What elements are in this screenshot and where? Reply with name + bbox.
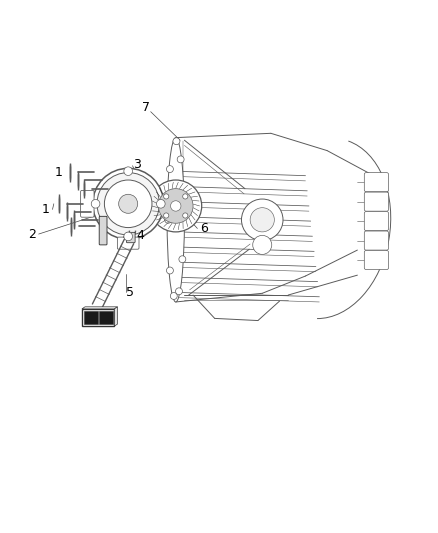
- Circle shape: [97, 173, 159, 235]
- Circle shape: [166, 267, 173, 274]
- Circle shape: [91, 199, 100, 208]
- Circle shape: [165, 216, 172, 223]
- Text: 5: 5: [126, 286, 134, 299]
- FancyBboxPatch shape: [99, 216, 107, 245]
- Circle shape: [159, 189, 193, 223]
- Circle shape: [183, 213, 188, 218]
- Text: 2: 2: [28, 228, 36, 240]
- Circle shape: [176, 288, 183, 295]
- Polygon shape: [114, 307, 117, 326]
- Circle shape: [156, 199, 165, 208]
- Circle shape: [241, 199, 283, 240]
- FancyBboxPatch shape: [81, 190, 94, 217]
- Text: 3: 3: [133, 158, 141, 172]
- FancyBboxPatch shape: [82, 309, 114, 326]
- FancyBboxPatch shape: [127, 232, 135, 243]
- Circle shape: [183, 194, 188, 199]
- Circle shape: [150, 180, 202, 232]
- FancyBboxPatch shape: [364, 173, 389, 192]
- Circle shape: [124, 232, 133, 241]
- FancyBboxPatch shape: [117, 237, 139, 249]
- Polygon shape: [82, 307, 117, 309]
- FancyBboxPatch shape: [84, 311, 98, 324]
- Circle shape: [119, 195, 138, 213]
- Circle shape: [104, 180, 152, 228]
- Circle shape: [179, 256, 186, 263]
- Circle shape: [170, 293, 177, 300]
- Circle shape: [170, 201, 181, 211]
- Circle shape: [93, 168, 164, 239]
- Text: 1: 1: [54, 166, 62, 179]
- Circle shape: [177, 156, 184, 163]
- Circle shape: [124, 167, 133, 175]
- Circle shape: [173, 138, 180, 144]
- Circle shape: [253, 236, 272, 254]
- Text: 7: 7: [142, 101, 150, 114]
- FancyBboxPatch shape: [364, 251, 389, 270]
- Circle shape: [166, 166, 173, 173]
- FancyBboxPatch shape: [99, 311, 113, 324]
- Ellipse shape: [167, 138, 184, 302]
- Text: 1: 1: [42, 203, 50, 216]
- Circle shape: [164, 213, 169, 218]
- FancyBboxPatch shape: [364, 192, 389, 211]
- Circle shape: [250, 208, 274, 232]
- Text: 6: 6: [200, 222, 208, 235]
- FancyBboxPatch shape: [364, 231, 389, 250]
- Circle shape: [180, 196, 187, 203]
- Text: 4: 4: [136, 229, 144, 242]
- Circle shape: [164, 194, 169, 199]
- FancyBboxPatch shape: [364, 212, 389, 231]
